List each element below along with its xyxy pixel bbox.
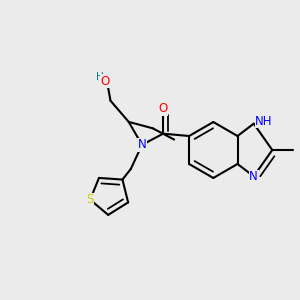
Text: O: O	[158, 102, 168, 116]
Text: O: O	[101, 75, 110, 88]
Text: N: N	[249, 170, 258, 183]
Text: N: N	[138, 138, 146, 151]
Text: H: H	[96, 72, 104, 82]
Text: S: S	[86, 193, 94, 206]
Text: NH: NH	[255, 115, 273, 128]
